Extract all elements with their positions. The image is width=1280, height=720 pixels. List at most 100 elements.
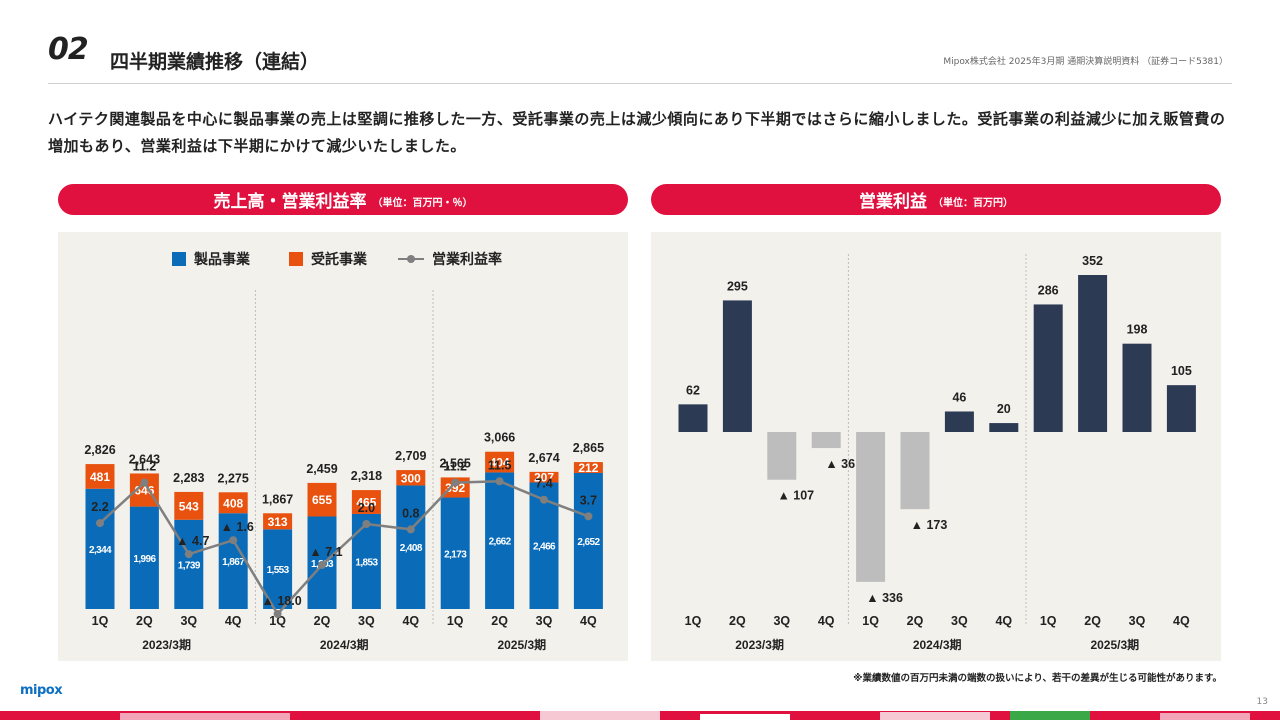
group-label: 2023/3期: [142, 637, 191, 652]
right-panel-unit: （単位：百万円）: [933, 197, 1013, 209]
category-label: 2Q: [1084, 614, 1101, 628]
total-value-label: 2,275: [218, 471, 249, 485]
total-value-label: 2,865: [573, 441, 604, 455]
margin-value-label: 3.7: [580, 493, 597, 507]
total-value-label: 2,565: [440, 456, 471, 470]
group-label: 2025/3期: [497, 637, 546, 652]
category-label: 1Q: [447, 614, 464, 628]
category-label: 3Q: [180, 614, 197, 628]
product-bar: [218, 513, 248, 609]
left-panel-title-bar: 売上高・営業利益率 （単位：百万円・％）: [58, 184, 628, 215]
category-label: 4Q: [1173, 614, 1190, 628]
group-label: 2024/3期: [913, 637, 962, 652]
op-income-bar: [767, 432, 797, 480]
op-income-value-label: 105: [1171, 364, 1192, 378]
category-label: 3Q: [951, 614, 968, 628]
contract-value-label: 465: [356, 496, 376, 510]
contract-bar: [485, 451, 515, 473]
op-income-chart: 62 1Q 295 2Q ▲ 107 3Q ▲ 36 4Q ▲ 336 1Q ▲ 173 2Q 46 3Q…: [678, 254, 1196, 652]
sales-chart-panel: 製品事業 受託事業 営業利益率 2,344 481 2,826 1Q 1,996 646 2,64…: [58, 232, 628, 661]
right-panel-title-bar: 営業利益 （単位：百万円）: [651, 184, 1221, 215]
category-label: 2Q: [314, 614, 331, 628]
group-label: 2023/3期: [735, 637, 784, 652]
margin-point: [184, 550, 193, 559]
product-bar: [440, 497, 470, 609]
margin-point: [362, 520, 371, 528]
total-value-label: 2,459: [306, 462, 337, 476]
contract-bar: [307, 482, 337, 517]
product-bar: [485, 472, 515, 609]
margin-point: [406, 525, 415, 534]
contract-bar: [529, 471, 559, 483]
op-income-value-label: 352: [1082, 254, 1103, 268]
category-label: 3Q: [1129, 614, 1146, 628]
op-income-value-label: ▲ 36: [825, 457, 855, 471]
product-value-label: 1,867: [222, 557, 245, 568]
contract-value-label: 404: [490, 456, 510, 470]
company-info: Mipox株式会社 2025年3月期 通期決算説明資料 （証券コード5381）: [943, 57, 1228, 67]
margin-value-label: 11.2: [443, 460, 467, 474]
op-income-bar: [1166, 385, 1196, 432]
product-bar: [396, 485, 426, 609]
category-label: 2Q: [907, 614, 924, 628]
contract-value-label: 655: [312, 493, 332, 507]
category-label: 2Q: [491, 614, 508, 628]
margin-value-label: 11.2: [133, 460, 157, 474]
mipox-logo: mipox: [20, 683, 63, 698]
total-value-label: 2,283: [173, 471, 204, 485]
category-label: 4Q: [402, 614, 419, 628]
category-label: 1Q: [685, 614, 702, 628]
product-value-label: 1,553: [267, 565, 290, 576]
op-income-bar: [944, 411, 974, 432]
product-value-label: 2,408: [400, 543, 423, 554]
category-label: 3Q: [358, 614, 375, 628]
op-income-value-label: 295: [727, 279, 748, 293]
category-label: 4Q: [818, 614, 835, 628]
contract-bar: [573, 462, 603, 473]
contract-value-label: 313: [268, 515, 288, 529]
category-label: 1Q: [862, 614, 879, 628]
contract-bar: [396, 470, 426, 486]
total-value-label: 2,318: [351, 469, 382, 483]
section-number: 02: [48, 32, 89, 67]
product-bar: [85, 488, 115, 609]
contract-bar: [85, 464, 115, 489]
category-label: 1Q: [92, 614, 109, 628]
margin-point: [451, 478, 460, 487]
category-label: 2Q: [729, 614, 746, 628]
product-value-label: 1,996: [133, 554, 156, 565]
product-value-label: 2,662: [489, 537, 512, 548]
header-divider: [48, 83, 1232, 84]
op-income-bar: [900, 432, 930, 510]
margin-value-label: ▲ 4.7: [176, 534, 209, 548]
category-label: 4Q: [580, 614, 597, 628]
margin-line: [99, 479, 589, 617]
page-title: 四半期業績推移（連結）: [110, 51, 320, 73]
product-value-label: 1,853: [355, 557, 378, 568]
left-panel-title: 売上高・営業利益率: [213, 192, 367, 212]
product-value-label: 2,466: [533, 542, 556, 553]
product-value-label: 2,652: [577, 537, 600, 548]
margin-point: [140, 478, 149, 487]
product-value-label: 1,739: [178, 560, 201, 571]
contract-bar: [218, 492, 248, 514]
margin-value-label: 2.0: [358, 501, 375, 515]
margin-point: [495, 477, 504, 486]
category-label: 3Q: [536, 614, 553, 628]
margin-point: [540, 495, 548, 504]
contract-value-label: 300: [401, 471, 421, 485]
margin-value-label: ▲ 1.6: [221, 520, 254, 534]
contract-value-label: 207: [534, 471, 554, 485]
margin-point: [229, 536, 238, 545]
product-bar: [129, 506, 159, 609]
footnote: ※業績数値の百万円未満の端数の扱いにより、若干の差異が生じる可能性があります。: [853, 673, 1222, 684]
op-income-value-label: 286: [1038, 283, 1059, 297]
legend-product-swatch: [172, 252, 186, 266]
right-panel-title: 営業利益: [859, 192, 927, 212]
lead-text: ハイテク関連製品を中心に製品事業の売上は堅調に推移した一方、受託事業の売上は減少…: [48, 110, 1226, 155]
contract-value-label: 392: [445, 481, 465, 495]
margin-value-label: ▲ 18.0: [262, 594, 302, 608]
product-bar: [351, 513, 381, 609]
product-bar: [174, 519, 204, 609]
group-label: 2025/3期: [1090, 637, 1139, 652]
